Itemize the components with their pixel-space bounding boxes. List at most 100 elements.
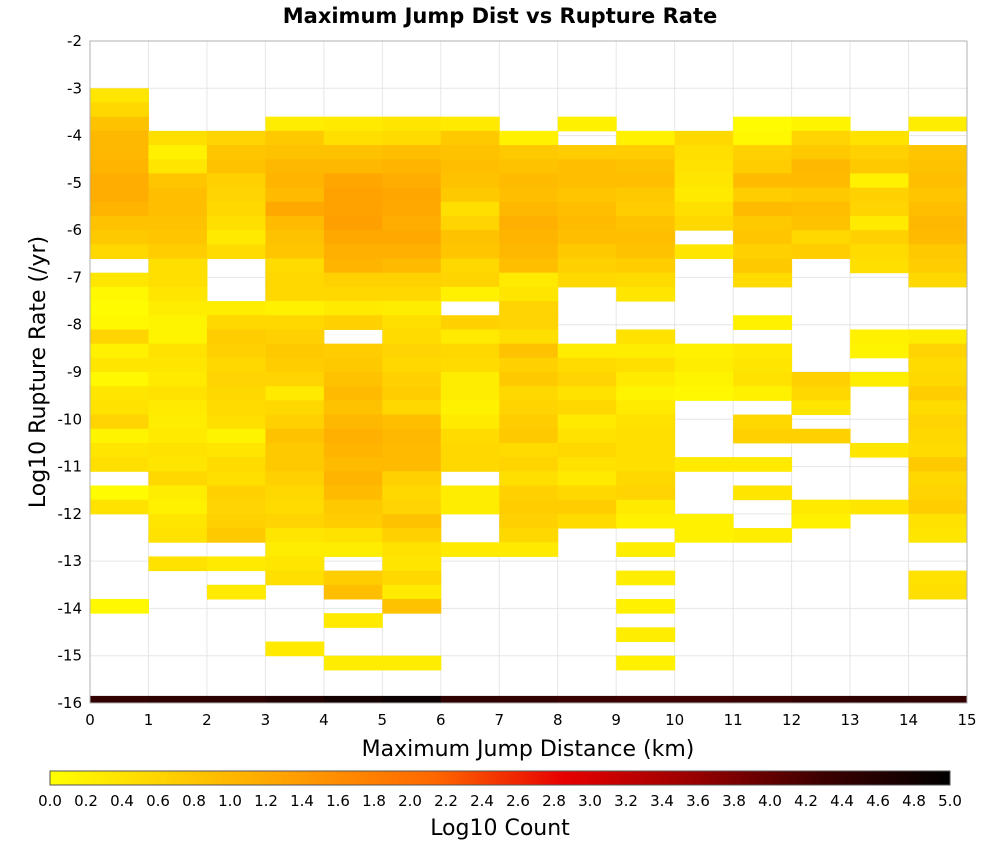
- heatmap-cell: [206, 201, 266, 217]
- heatmap-cell: [265, 414, 325, 430]
- heatmap-cell: [148, 315, 208, 330]
- heatmap-cell: [323, 695, 383, 703]
- heatmap-cell: [206, 485, 266, 501]
- heatmap-cell: [674, 173, 734, 189]
- heatmap-cell: [265, 329, 325, 345]
- heatmap-cell: [791, 215, 851, 231]
- colorbar-tick-label: 4.2: [794, 792, 818, 810]
- heatmap-cell: [908, 414, 968, 430]
- heatmap-cell: [557, 215, 617, 231]
- heatmap-cell: [557, 244, 617, 260]
- heatmap-cell: [206, 145, 266, 160]
- y-tick-label: -14: [58, 599, 83, 617]
- heatmap-cell: [850, 695, 910, 703]
- y-tick-label: -10: [58, 410, 83, 428]
- heatmap-cell: [382, 258, 442, 274]
- heatmap-cell: [206, 215, 266, 231]
- heatmap-cell: [382, 414, 442, 430]
- heatmap-cell: [908, 442, 968, 458]
- heatmap-cell: [557, 116, 617, 132]
- heatmap-cell: [206, 457, 266, 472]
- heatmap-cell: [733, 457, 793, 472]
- heatmap-cell: [148, 513, 208, 529]
- heatmap-cell: [90, 329, 149, 345]
- heatmap-cell: [90, 301, 149, 316]
- x-tick-label: 14: [899, 711, 918, 729]
- heatmap-cell: [440, 428, 500, 444]
- heatmap-cell: [616, 542, 676, 557]
- heatmap-cell: [90, 173, 149, 189]
- y-tick-label: -11: [58, 458, 83, 476]
- heatmap-cell: [265, 641, 325, 657]
- heatmap-cell: [265, 159, 325, 174]
- heatmap-cell: [323, 471, 383, 486]
- heatmap-cell: [206, 499, 266, 515]
- heatmap-cell: [440, 499, 500, 515]
- heatmap-cell: [499, 201, 559, 217]
- heatmap-cell: [674, 343, 734, 359]
- heatmap-cell: [148, 485, 208, 501]
- heatmap-cell: [616, 627, 676, 643]
- heatmap-cell: [791, 145, 851, 160]
- colorbar-tick-label: 2.8: [542, 792, 566, 810]
- y-tick-label: -2: [67, 32, 82, 50]
- x-tick-label: 6: [436, 711, 446, 729]
- heatmap-cell: [265, 542, 325, 557]
- heatmap-cell: [499, 315, 559, 330]
- heatmap-cell: [206, 428, 266, 444]
- heatmap-cell: [90, 215, 149, 231]
- y-tick-label: -5: [67, 174, 82, 192]
- heatmap-cell: [265, 201, 325, 217]
- heatmap-cell: [382, 301, 442, 316]
- heatmap-cell: [382, 173, 442, 189]
- heatmap-cell: [206, 357, 266, 373]
- heatmap-cell: [265, 499, 325, 515]
- heatmap-cell: [440, 187, 500, 203]
- heatmap-cell: [265, 695, 325, 703]
- heatmap-cell: [674, 215, 734, 231]
- heatmap-cell: [382, 315, 442, 330]
- heatmap-cell: [674, 386, 734, 401]
- y-tick-label: -13: [58, 552, 83, 570]
- heatmap-cell: [148, 471, 208, 486]
- heatmap-cell: [206, 386, 266, 401]
- heatmap-cell: [440, 343, 500, 359]
- heatmap-cell: [265, 258, 325, 274]
- heatmap-cell: [791, 159, 851, 174]
- heatmap-cells: [90, 88, 968, 703]
- heatmap-cell: [148, 286, 208, 302]
- heatmap-cell: [382, 329, 442, 345]
- heatmap-cell: [90, 343, 149, 359]
- heatmap-cell: [557, 471, 617, 486]
- heatmap-cell: [733, 528, 793, 543]
- heatmap-cell: [440, 400, 500, 416]
- heatmap-cell: [148, 301, 208, 316]
- heatmap-cell: [90, 442, 149, 458]
- heatmap-cell: [265, 428, 325, 444]
- heatmap-cell: [323, 145, 383, 160]
- heatmap-cell: [323, 215, 383, 231]
- heatmap-cell: [733, 343, 793, 359]
- heatmap-cell: [265, 116, 325, 132]
- heatmap-cell: [90, 386, 149, 401]
- heatmap-cell: [674, 187, 734, 203]
- heatmap-cell: [908, 258, 968, 274]
- heatmap-cell: [206, 159, 266, 174]
- heatmap-cell: [90, 116, 149, 132]
- heatmap-cell: [148, 329, 208, 345]
- heatmap-cell: [733, 695, 793, 703]
- heatmap-cell: [850, 215, 910, 231]
- heatmap-cell: [148, 457, 208, 472]
- x-tick-label: 9: [611, 711, 621, 729]
- heatmap-cell: [616, 286, 676, 302]
- heatmap-cell: [265, 457, 325, 472]
- heatmap-cell: [908, 457, 968, 472]
- heatmap-cell: [323, 301, 383, 316]
- heatmap-cell: [557, 201, 617, 217]
- colorbar: [49, 770, 951, 786]
- heatmap-cell: [382, 372, 442, 387]
- y-tick-label: -7: [67, 268, 82, 286]
- heatmap-cell: [206, 130, 266, 146]
- heatmap-cell: [616, 386, 676, 401]
- heatmap-cell: [499, 471, 559, 486]
